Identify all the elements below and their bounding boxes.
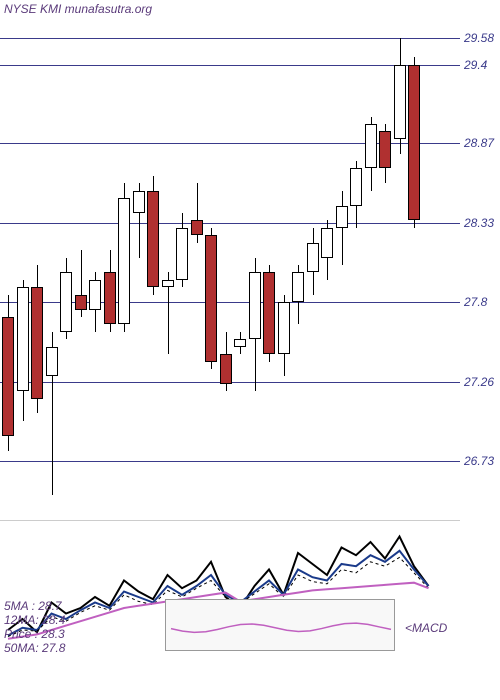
price-hline [0,143,460,144]
candle-wick [342,191,343,265]
price-chart-area [0,20,460,510]
candle-up [394,65,406,139]
candle-down [220,354,232,384]
candle-up [336,206,348,228]
candle-down [104,272,116,324]
macd-inset-box [165,599,395,651]
inset-svg [166,600,396,652]
candle-down [2,317,14,436]
candle-up [176,228,188,280]
candle-up [365,124,377,169]
price-level-label: 27.26 [464,375,494,389]
candle-up [234,339,246,346]
ma-summary-label: Price : 28.3 [4,627,65,641]
candle-up [17,287,29,391]
price-level-label: 28.33 [464,216,494,230]
candle-down [379,131,391,168]
candle-up [118,198,130,324]
ma-summary-label: 12MA: 28.4 [4,613,65,627]
price-level-label: 29.58 [464,31,494,45]
macd-indicator-area: 5MA : 28.712MA: 28.4Price : 28.350MA: 27… [0,520,460,650]
candle-down [263,272,275,354]
price-hline [0,223,460,224]
candle-down [205,235,217,361]
candle-up [60,272,72,331]
candle-up [46,347,58,377]
price-hline [0,38,460,39]
price-level-label: 26.73 [464,454,494,468]
ma-summary-label: 5MA : 28.7 [4,599,62,613]
candle-up [350,168,362,205]
live-macd-label: <MACD [405,621,447,635]
candle-down [408,65,420,221]
chart-title: NYSE KMI munafasutra.org [4,2,152,16]
candle-down [191,220,203,235]
candle-up [133,191,145,213]
candle-up [307,243,319,273]
candle-up [162,280,174,287]
candle-down [75,295,87,310]
price-hline [0,65,460,66]
price-level-label: 27.8 [464,295,487,309]
candle-up [249,272,261,339]
candle-up [278,302,290,354]
candle-up [292,272,304,302]
price-level-label: 29.4 [464,58,487,72]
candle-down [147,191,159,288]
candle-up [89,280,101,310]
stock-chart-container: NYSE KMI munafasutra.org 5MA : 28.712MA:… [0,0,500,700]
price-hline [0,461,460,462]
candle-up [321,228,333,258]
ma-summary-label: 50MA: 27.8 [4,641,65,655]
price-level-label: 28.87 [464,136,494,150]
candle-down [31,287,43,398]
